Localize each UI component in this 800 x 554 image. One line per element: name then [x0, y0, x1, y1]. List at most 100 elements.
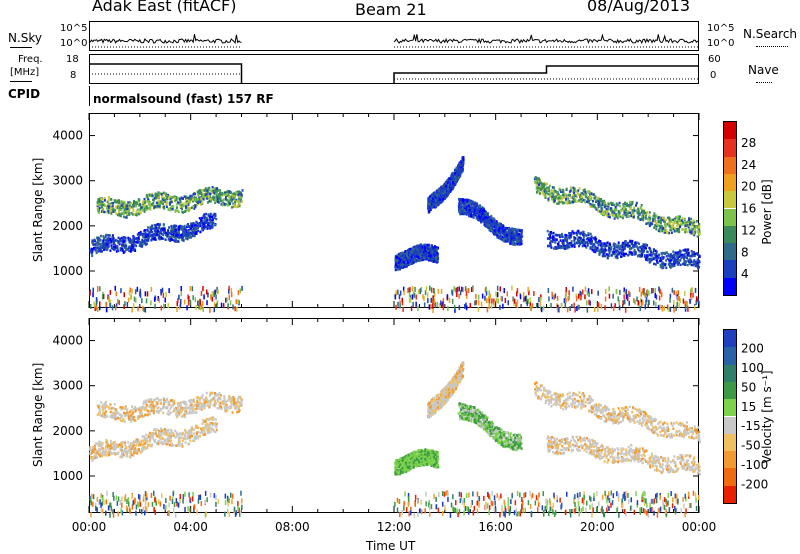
velocity-echo	[191, 411, 194, 415]
power-echo	[175, 234, 178, 237]
velocity-echo	[163, 398, 166, 402]
velocity-echo	[109, 439, 112, 443]
velocity-echo	[204, 420, 207, 423]
power-echo	[147, 198, 150, 202]
power-echo	[192, 198, 194, 201]
power-echo	[409, 253, 412, 257]
velocity-echo	[100, 444, 103, 447]
velocity-echo	[104, 407, 107, 410]
power-echo	[205, 212, 208, 216]
power-echo	[209, 197, 212, 201]
power-echo	[117, 240, 120, 243]
velocity-echo	[158, 434, 161, 437]
velocity-echo	[151, 443, 154, 446]
velocity-echo	[182, 406, 185, 410]
velocity-echo	[137, 417, 140, 421]
velocity-echo	[431, 456, 434, 460]
power-echo	[104, 210, 107, 214]
velocity-echo	[414, 453, 417, 456]
power-echo	[196, 226, 199, 230]
power-echo	[189, 197, 192, 201]
power-echo	[141, 232, 144, 236]
velocity-echo	[433, 459, 436, 462]
velocity-echo	[452, 381, 455, 384]
power-echo	[126, 210, 129, 213]
power-echo	[236, 204, 239, 208]
power-echo	[124, 243, 127, 246]
power-echo	[404, 263, 407, 267]
power-echo	[396, 259, 399, 262]
colorbar-segment	[724, 139, 736, 157]
power-echo	[117, 241, 120, 245]
velocity-echo	[197, 436, 200, 440]
velocity-echo	[152, 435, 155, 438]
power-echo	[204, 193, 207, 196]
velocity-echo	[196, 432, 198, 435]
velocity-echo	[179, 410, 182, 414]
power-echo	[174, 199, 176, 203]
power-echo	[443, 194, 446, 197]
y-tick-label: 4000	[52, 334, 83, 348]
power-echo	[159, 231, 162, 234]
power-echo	[99, 200, 102, 203]
velocity-echo	[121, 455, 124, 459]
power-echo	[163, 228, 166, 231]
power-echo	[153, 227, 156, 230]
power-echo	[226, 204, 229, 207]
velocity-echo	[237, 410, 240, 413]
power-echo	[123, 208, 126, 211]
velocity-echo	[212, 404, 215, 407]
velocity-echo	[144, 413, 147, 417]
power-echo	[162, 233, 165, 237]
power-echo	[194, 205, 197, 209]
colorbar-segment	[724, 330, 736, 348]
power-echo	[140, 206, 143, 209]
power-echo	[398, 254, 400, 258]
velocity-echo	[199, 398, 201, 401]
velocity-echo	[400, 470, 402, 473]
power-echo	[404, 258, 407, 261]
power-echo	[415, 259, 418, 262]
power-echo	[199, 198, 202, 202]
velocity-echo	[102, 415, 105, 418]
power-echo	[170, 195, 173, 199]
power-echo	[422, 258, 425, 261]
power-echo	[200, 197, 203, 200]
colorbar-segment	[724, 122, 736, 140]
velocity-echo	[435, 460, 438, 464]
velocity-echo	[158, 429, 160, 433]
velocity-echo	[149, 413, 152, 416]
power-echo	[122, 212, 125, 216]
velocity-echo	[108, 407, 111, 410]
velocity-echo	[187, 429, 190, 433]
power-echo	[168, 239, 171, 242]
velocity-echo	[422, 451, 425, 455]
power-echo	[143, 242, 146, 245]
velocity-echo	[184, 435, 187, 438]
power-echo	[410, 258, 413, 262]
power-echo	[192, 223, 195, 226]
power-echo	[411, 262, 414, 265]
velocity-echo	[198, 401, 201, 405]
power-echo	[432, 248, 435, 251]
velocity-echo	[424, 460, 427, 464]
freq-tick-bottom: 8	[70, 70, 77, 81]
velocity-echo	[181, 406, 184, 410]
velocity-echo	[135, 449, 138, 453]
velocity-echo	[211, 424, 214, 427]
velocity-echo	[206, 401, 209, 404]
velocity-echo	[165, 443, 168, 446]
power-echo	[420, 257, 423, 260]
power-echo	[178, 201, 181, 205]
power-echo	[404, 250, 407, 253]
velocity-echo	[105, 441, 108, 444]
power-echo	[202, 225, 205, 229]
power-echo	[214, 199, 217, 202]
power-echo	[203, 192, 205, 196]
power-echo	[96, 208, 99, 211]
velocity-echo	[129, 444, 132, 448]
power-echo	[414, 248, 417, 251]
velocity-echo	[163, 405, 166, 409]
power-echo	[431, 253, 434, 256]
velocity-echo	[110, 446, 113, 450]
